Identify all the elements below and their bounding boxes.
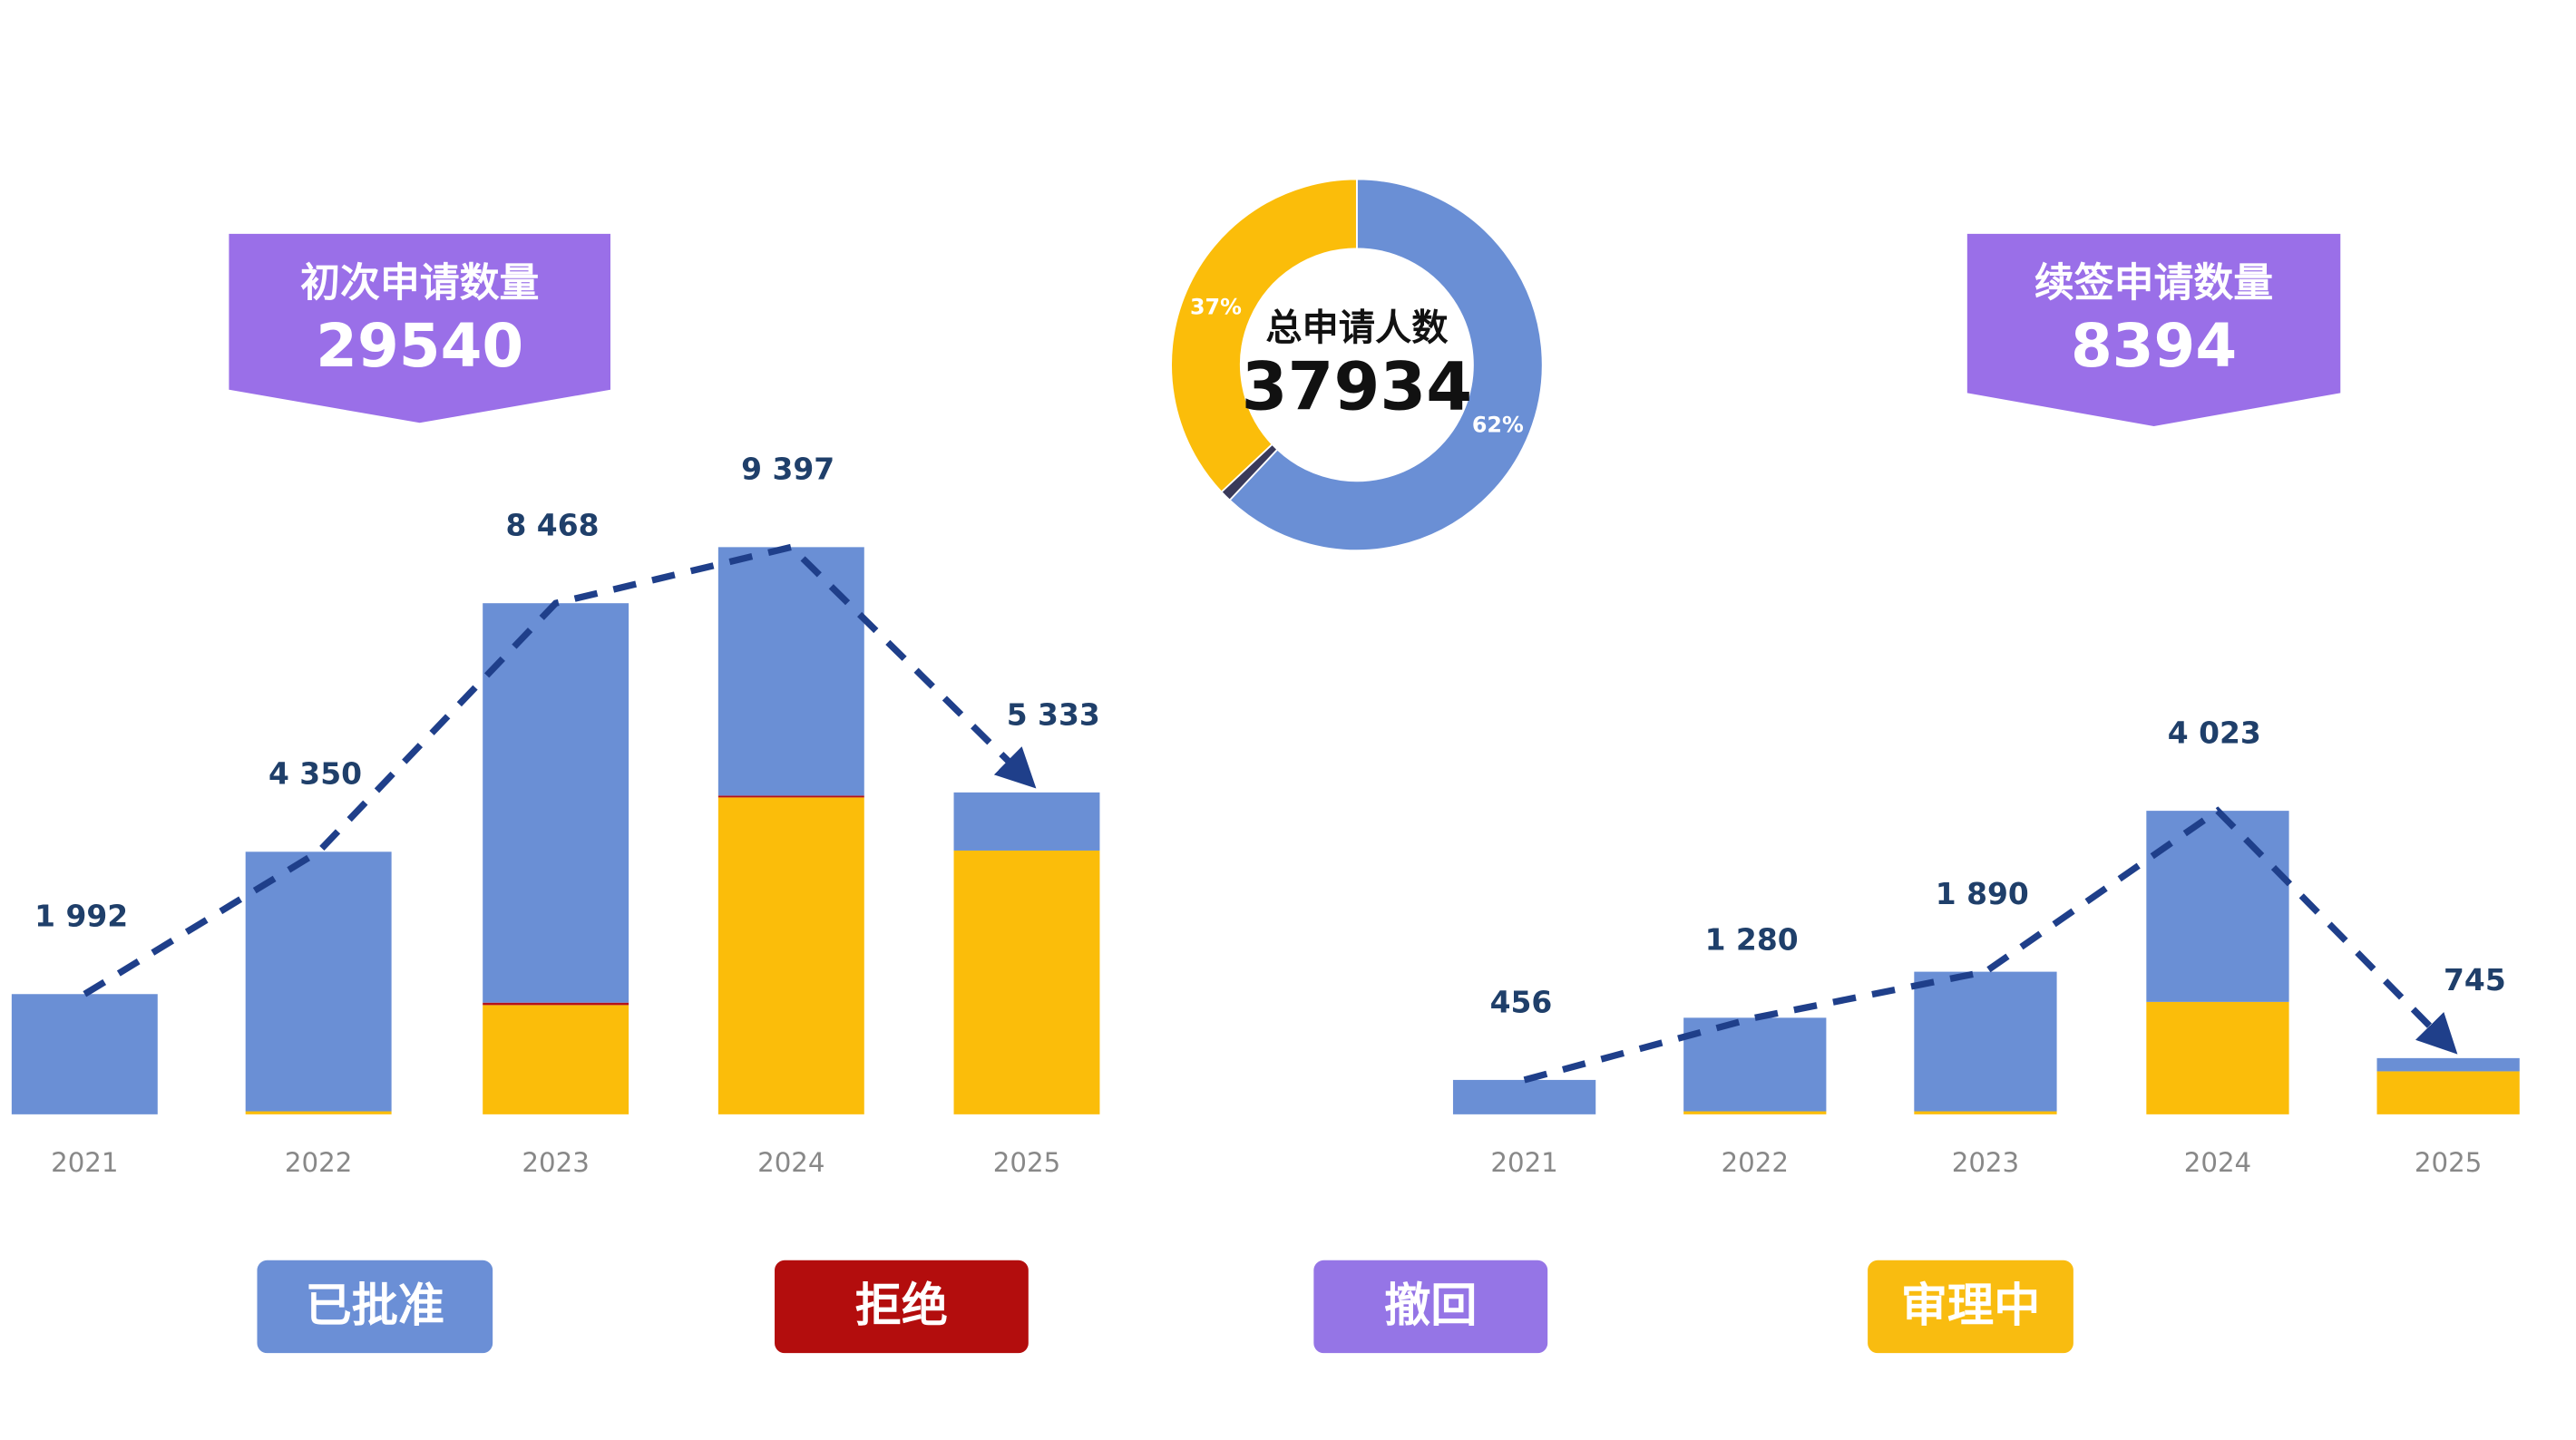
bar-segment (2146, 811, 2289, 1002)
donut-slice (1228, 178, 1544, 552)
total-label: 456 (1490, 984, 1553, 1019)
legend-label: 已批准 (306, 1279, 445, 1333)
bar-segment (1683, 1017, 1827, 1112)
bar-segment (11, 994, 158, 1114)
total-label: 1 890 (1936, 876, 2029, 911)
bar-segment (1914, 1111, 2057, 1114)
bar-segment (953, 850, 1100, 1114)
badge (1966, 233, 2341, 426)
total-label: 4 350 (268, 756, 362, 792)
bar-segment (1914, 971, 2057, 1112)
bar-segment (245, 1111, 392, 1114)
slice-label: 37% (1190, 295, 1242, 320)
x-tick-label: 2021 (51, 1147, 118, 1178)
legend-swatch (1868, 1260, 2073, 1354)
bar-segment (717, 797, 864, 1114)
bar-segment (1452, 1079, 1596, 1114)
legend-label: 撤回 (1384, 1279, 1477, 1333)
x-tick-label: 2023 (522, 1147, 589, 1178)
legend-swatch (257, 1260, 493, 1354)
bar-segment (483, 1005, 629, 1114)
x-tick-label: 2025 (993, 1147, 1060, 1178)
total-label: 1 992 (34, 899, 128, 934)
x-tick-label: 2022 (285, 1147, 352, 1178)
bar-segment (1683, 1111, 1827, 1114)
legend-label: 拒绝 (855, 1279, 948, 1333)
trend-line (83, 543, 1037, 997)
x-tick-label: 2024 (2184, 1147, 2251, 1178)
bar-segment (953, 792, 1100, 851)
total-label: 1 280 (1705, 922, 1799, 958)
slice-label: 62% (1472, 412, 1524, 437)
bar-segment (717, 795, 864, 798)
badge-title: 续签申请数量 (2034, 260, 2273, 306)
badge (229, 233, 610, 423)
bar-segment (717, 547, 864, 796)
total-label: 5 333 (1007, 696, 1100, 732)
total-label: 9 397 (741, 452, 834, 487)
donut-title: 总申请人数 (1265, 307, 1449, 349)
x-tick-label: 2021 (1490, 1147, 1557, 1178)
total-label: 4 023 (2168, 715, 2261, 751)
bar-segment (2146, 1001, 2289, 1114)
bar-segment (483, 1002, 629, 1006)
x-tick-label: 2025 (2415, 1147, 2482, 1178)
total-label: 745 (2444, 962, 2506, 997)
donut-slice (1170, 178, 1358, 493)
badge-total: 8394 (2071, 311, 2237, 381)
legend-swatch (1313, 1260, 1548, 1354)
badge-total: 29540 (316, 311, 523, 381)
x-tick-label: 2022 (1722, 1147, 1789, 1178)
legend-swatch (775, 1260, 1029, 1354)
bar-segment (245, 851, 392, 1112)
bar-segment (2376, 1057, 2520, 1072)
badge-title: 初次申请数量 (300, 260, 539, 306)
legend-label: 审理中 (1901, 1279, 2041, 1333)
donut-total: 37934 (1242, 349, 1472, 426)
x-tick-label: 2023 (1952, 1147, 2019, 1178)
bar-segment (483, 603, 629, 1003)
x-tick-label: 2024 (757, 1147, 825, 1178)
total-label: 8 468 (505, 508, 599, 543)
bar-segment (2376, 1071, 2520, 1114)
